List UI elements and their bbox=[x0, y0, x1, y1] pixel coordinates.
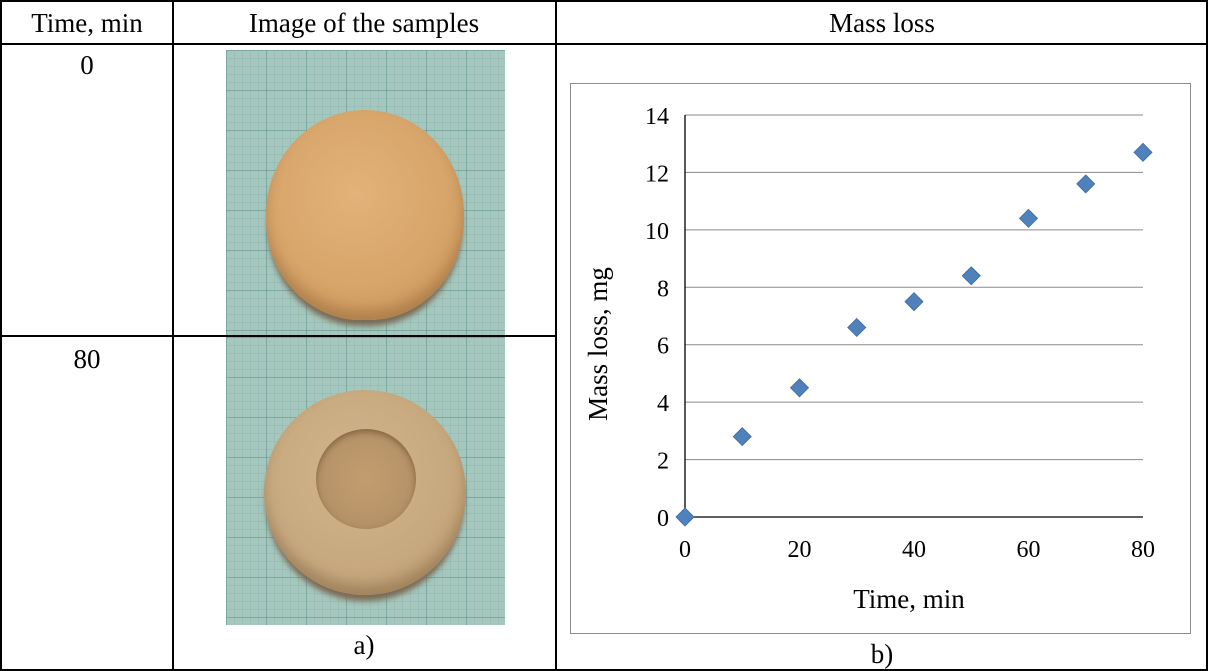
x-axis-label: Time, min bbox=[853, 584, 965, 614]
x-tick-label-80: 80 bbox=[1131, 537, 1155, 563]
header-mass-loss: Mass loss bbox=[829, 8, 935, 38]
data-point-0-1 bbox=[732, 427, 752, 447]
x-tick-label-60: 60 bbox=[1017, 537, 1041, 563]
data-point-0-6 bbox=[1018, 208, 1039, 228]
data-point-0-7 bbox=[1076, 174, 1096, 194]
y-tick-label-14: 14 bbox=[645, 104, 669, 130]
y-tick-label-2: 2 bbox=[657, 449, 669, 475]
table-border-right bbox=[1206, 0, 1208, 671]
caption-b: b) bbox=[870, 639, 894, 669]
y-tick-label-8: 8 bbox=[657, 276, 669, 302]
header-image: Image of the samples bbox=[248, 8, 480, 38]
x-tick-label-20: 20 bbox=[788, 537, 812, 563]
data-point-0-3 bbox=[847, 317, 867, 338]
mass-loss-scatter-chart: 0 2 4 6 8 10 12 14 0 20 40 60 80 Time, min Mass loss… bbox=[583, 104, 1155, 614]
y-tick-label-10: 10 bbox=[645, 219, 669, 245]
y-tick-label-6: 6 bbox=[657, 334, 669, 360]
data-point-0-0 bbox=[675, 507, 695, 527]
data-point-0-4 bbox=[904, 292, 924, 312]
y-tick-label-4: 4 bbox=[657, 391, 669, 417]
row-time-80: 80 bbox=[73, 344, 101, 374]
y-tick-label-0: 0 bbox=[657, 506, 669, 532]
erosion-crater bbox=[316, 429, 416, 529]
header-separator bbox=[0, 43, 1208, 45]
table-border-left bbox=[0, 0, 2, 671]
row-separator bbox=[0, 335, 556, 337]
x-tick-label-0: 0 bbox=[679, 537, 691, 563]
row-time-0: 0 bbox=[80, 50, 94, 80]
table-border-bottom bbox=[0, 669, 1208, 671]
caption-a: a) bbox=[353, 630, 375, 660]
sample-photo-80-min bbox=[226, 337, 505, 625]
table-border-top bbox=[0, 0, 1208, 2]
sample-photo-0-min bbox=[226, 50, 505, 335]
data-point-0-2 bbox=[789, 378, 810, 398]
column-separator-1 bbox=[172, 0, 174, 671]
x-tick-label-40: 40 bbox=[902, 537, 926, 563]
data-point-0-8 bbox=[1133, 142, 1153, 162]
data-point-0-5 bbox=[961, 266, 981, 286]
sample-disc-0 bbox=[266, 110, 464, 320]
chart-area-frame: 0 2 4 6 8 10 12 14 0 20 40 60 80 Time, min Mass loss… bbox=[570, 83, 1191, 634]
header-time: Time, min bbox=[31, 8, 143, 38]
y-tick-label-12: 12 bbox=[645, 161, 669, 187]
column-separator-2 bbox=[555, 0, 557, 671]
y-axis-label: Mass loss, mg bbox=[583, 267, 613, 421]
